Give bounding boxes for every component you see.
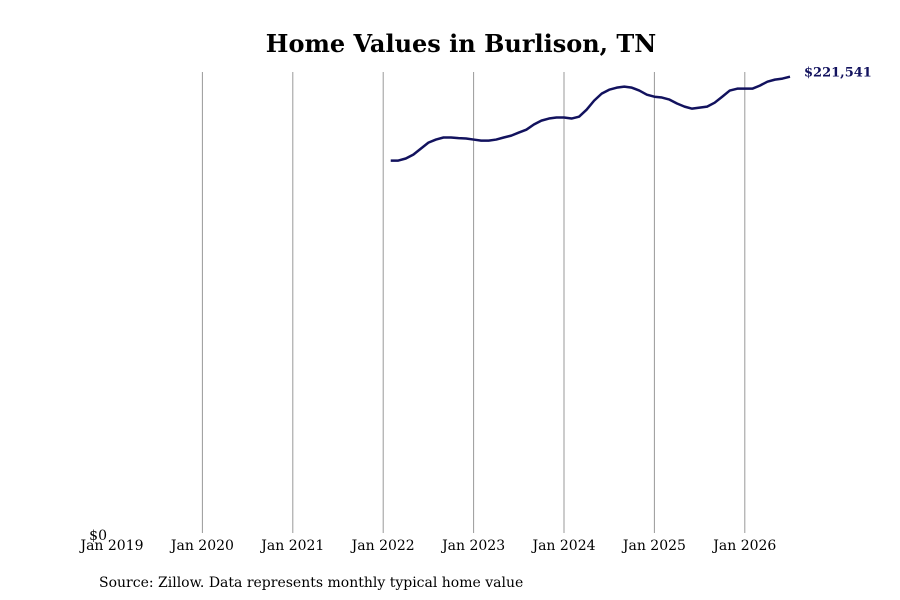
chart-title: Home Values in Burlison, TN [266, 29, 656, 58]
x-tick-label: Jan 2026 [711, 538, 776, 554]
x-tick-label: Jan 2024 [530, 538, 595, 554]
end-value-label: $221,541 [804, 66, 872, 81]
x-tick-label: Jan 2023 [440, 538, 505, 554]
x-tick-label: Jan 2020 [169, 538, 234, 554]
x-tick-label: Jan 2025 [621, 538, 686, 554]
y-tick-label: $0 [89, 528, 107, 544]
source-note: Source: Zillow. Data represents monthly … [99, 575, 523, 591]
x-tick-label: Jan 2022 [350, 538, 415, 554]
x-tick-label: Jan 2021 [259, 538, 324, 554]
x-tick-label: Jan 2019 [78, 538, 143, 554]
data-line [390, 75, 791, 162]
